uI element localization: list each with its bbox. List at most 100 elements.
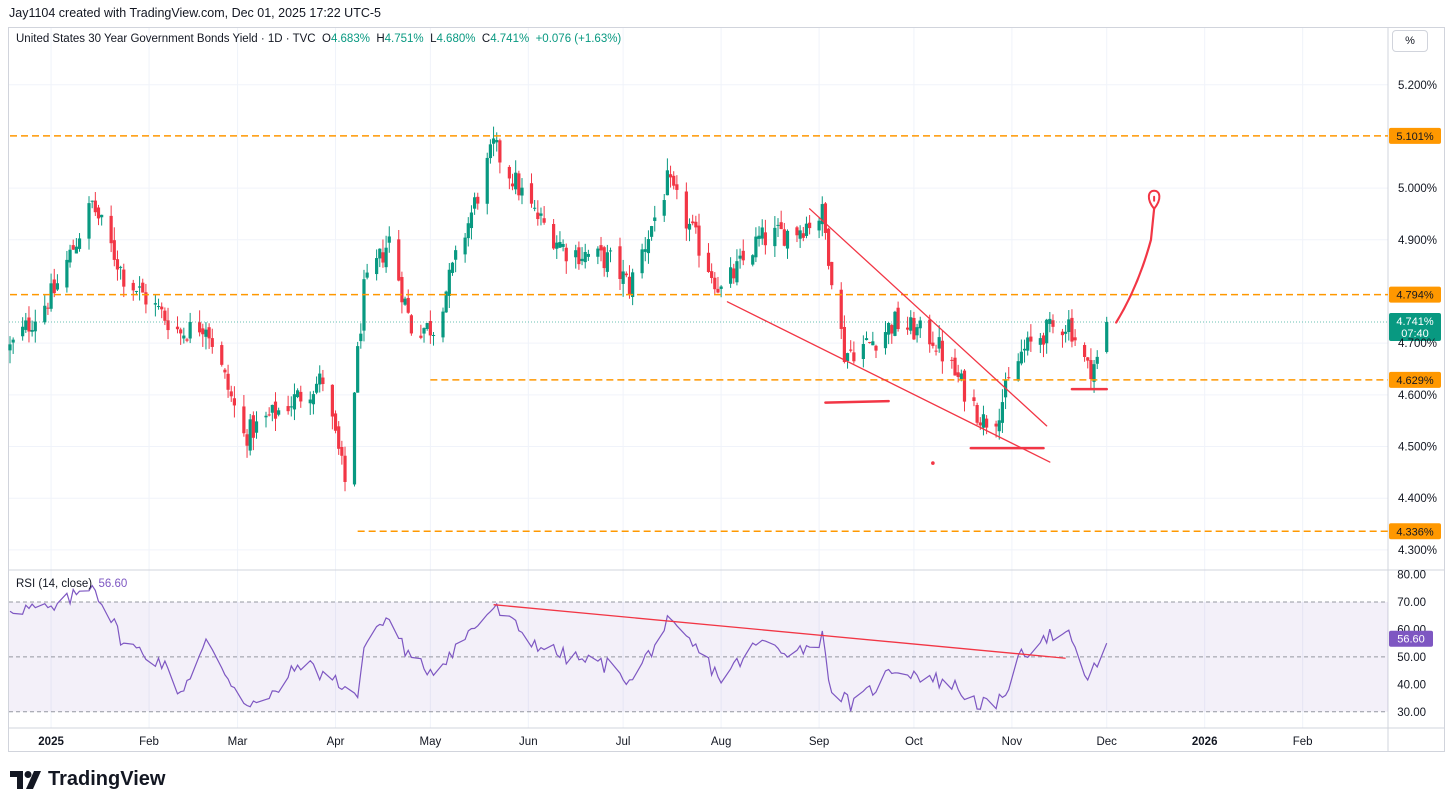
candle-body: [96, 207, 101, 219]
candle-body: [972, 397, 976, 402]
candle-body: [830, 261, 834, 286]
tradingview-logo-text: TradingView: [48, 768, 166, 790]
candle-body: [1048, 318, 1052, 324]
candle-body: [466, 223, 470, 239]
price-tick-label: 4.400%: [1398, 493, 1437, 505]
price-tick-label: 4.900%: [1398, 235, 1437, 247]
rsi-tick-label: 80.00: [1397, 569, 1426, 581]
candle-body: [561, 243, 565, 247]
candle-body: [776, 224, 780, 226]
candle-body: [77, 238, 82, 249]
rsi-tick-label: 70.00: [1397, 597, 1426, 609]
candle-body: [220, 345, 224, 365]
candle-body: [558, 242, 562, 248]
candle-body: [495, 140, 499, 143]
candle-body: [937, 337, 941, 349]
candle-body: [188, 321, 192, 339]
candle-body: [273, 401, 278, 419]
candle-body: [599, 245, 603, 251]
candle-body: [665, 170, 669, 196]
candle-body: [359, 333, 363, 342]
candle-body: [586, 253, 590, 257]
candle-body: [959, 373, 963, 380]
candle-body: [962, 370, 967, 402]
candle-body: [277, 410, 281, 415]
price-level-label: 4.336%: [1396, 526, 1434, 538]
candle-body: [229, 391, 233, 397]
price-level-badge: [1389, 127, 1441, 144]
candle-body: [403, 298, 407, 305]
candle-body: [109, 215, 113, 244]
open-label: O: [321, 33, 331, 45]
candle-body: [520, 187, 524, 196]
rsi-series-line: [9, 584, 1108, 712]
candle-body: [675, 184, 679, 190]
candle-body: [419, 335, 423, 338]
candle-body: [226, 373, 230, 390]
high-value: 4.751%: [384, 33, 424, 45]
candle-body: [514, 172, 518, 190]
candle-body: [242, 406, 246, 434]
candle-body: [868, 342, 872, 344]
candle-body: [710, 271, 714, 278]
rsi-trendline: [493, 604, 1066, 659]
time-tick-label: 2025: [38, 736, 64, 748]
candle-body: [583, 251, 587, 263]
candle-body: [890, 325, 894, 334]
candle-body: [30, 329, 34, 332]
candle-body: [950, 359, 954, 361]
candle-body: [286, 406, 290, 412]
candle-body: [713, 277, 717, 290]
candle-body: [887, 323, 891, 335]
candle-body: [400, 277, 404, 303]
candle-body: [397, 239, 401, 281]
time-tick-label: Apr: [327, 736, 345, 748]
price-level-label: 4.794%: [1396, 290, 1434, 302]
candle-body: [378, 248, 382, 259]
candle-body: [131, 282, 135, 291]
candle-body: [536, 212, 540, 220]
candle-body: [43, 305, 47, 323]
candle-body: [975, 405, 979, 423]
candle-body: [488, 144, 493, 159]
candle-body: [779, 222, 783, 230]
candle-body: [1089, 360, 1093, 380]
candle-body: [1082, 344, 1087, 357]
candle-body: [166, 320, 170, 331]
candle-body: [245, 434, 249, 446]
candle-body: [808, 222, 812, 229]
candle-body: [267, 414, 271, 416]
candle-body: [668, 174, 673, 178]
candle-body: [463, 237, 467, 255]
candle-body: [1092, 364, 1096, 382]
candle-body: [596, 248, 600, 257]
candle-body: [871, 341, 875, 346]
time-tick-label: Jul: [616, 736, 631, 748]
candle-body: [333, 413, 338, 431]
percent-scale-button[interactable]: %: [1392, 30, 1428, 52]
candle-body: [785, 230, 790, 249]
candle-body: [21, 326, 25, 337]
tradingview-logo: TradingView: [10, 768, 165, 791]
chart-attribution: Jay1104 created with TradingView.com, De…: [9, 6, 381, 20]
candle-body: [1045, 319, 1049, 344]
candle-body: [539, 213, 543, 216]
candle-body: [384, 247, 388, 268]
candle-body: [153, 303, 157, 305]
candle-body: [175, 326, 180, 330]
candle-body: [473, 197, 477, 209]
candle-body: [469, 212, 474, 229]
candle-body: [223, 369, 227, 373]
candle-body: [804, 223, 809, 236]
candle-body: [441, 311, 445, 338]
time-tick-label: Nov: [1002, 736, 1023, 748]
candle-body: [444, 291, 448, 313]
candle-body: [845, 353, 850, 362]
candle-body: [299, 391, 303, 402]
rsi-tick-label: 40.00: [1397, 679, 1426, 691]
candle-body: [90, 200, 94, 202]
candle-body: [751, 255, 755, 265]
candle-body: [340, 446, 344, 456]
time-tick-label: Mar: [228, 736, 248, 748]
